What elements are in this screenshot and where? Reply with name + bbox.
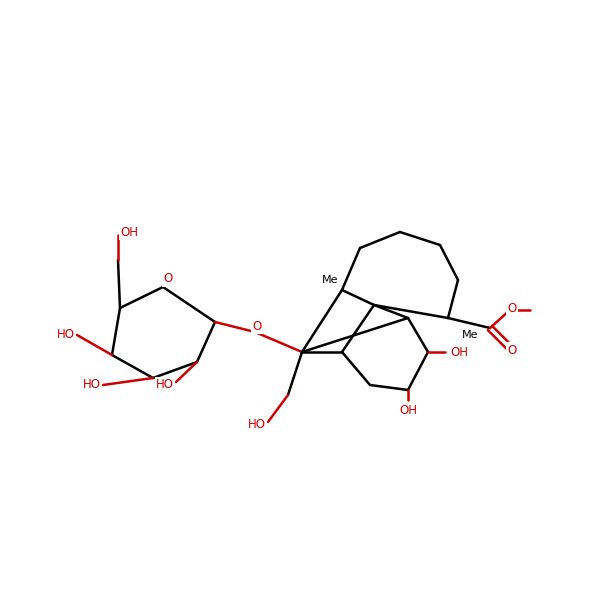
Text: OH: OH bbox=[120, 226, 138, 238]
Text: O: O bbox=[508, 301, 517, 314]
Text: HO: HO bbox=[248, 418, 266, 431]
Text: OH: OH bbox=[399, 403, 417, 416]
Text: OH: OH bbox=[450, 346, 468, 358]
Text: O: O bbox=[253, 319, 262, 332]
Text: HO: HO bbox=[57, 329, 75, 341]
Text: O: O bbox=[508, 343, 517, 356]
Text: HO: HO bbox=[156, 379, 174, 391]
Text: Me: Me bbox=[462, 330, 479, 340]
Text: Me: Me bbox=[322, 275, 338, 285]
Text: O: O bbox=[163, 272, 173, 286]
Text: HO: HO bbox=[83, 379, 101, 391]
